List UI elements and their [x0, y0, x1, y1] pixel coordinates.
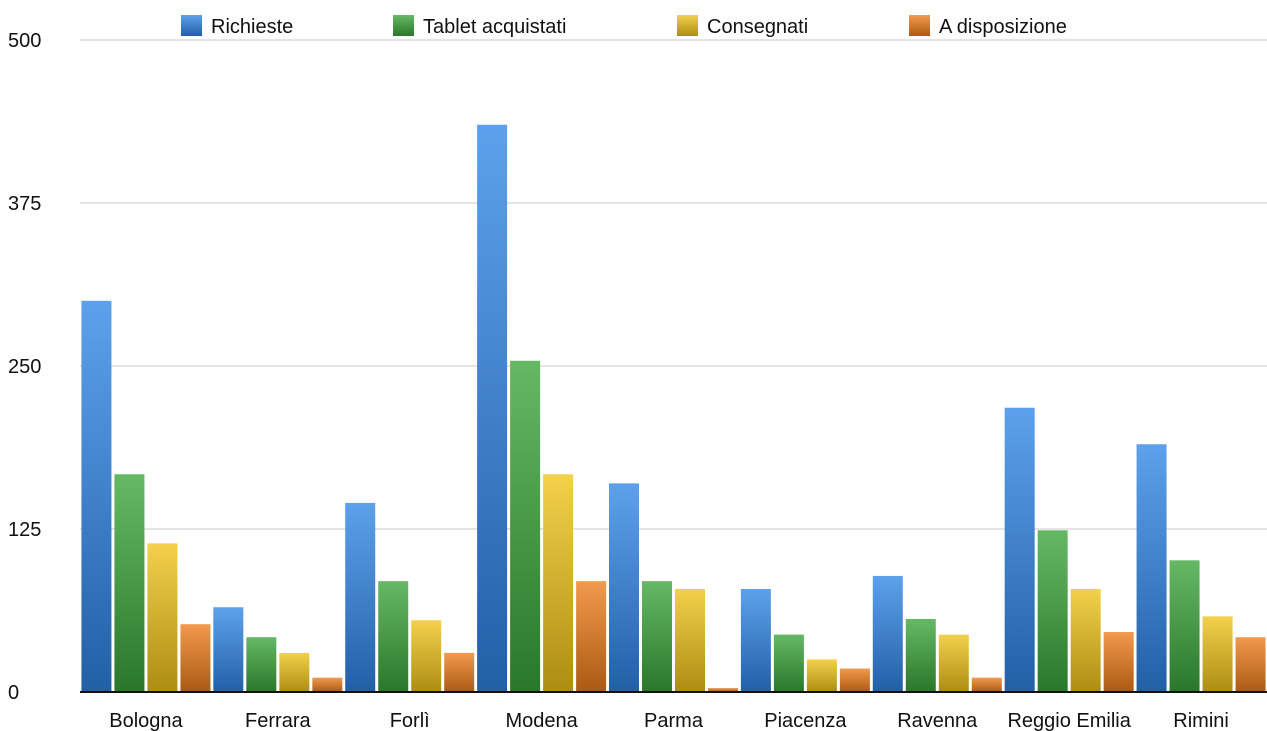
- y-tick-label: 375: [8, 193, 41, 215]
- x-category-label: Bologna: [109, 710, 183, 731]
- bar-consegnati-3: [543, 474, 574, 692]
- legend-swatch: [909, 15, 930, 36]
- bar-consegnati-6: [938, 634, 969, 692]
- bar-consegnati-4: [675, 588, 705, 692]
- bar-richieste-1: [213, 607, 244, 692]
- bar-tablet-acquistati-5: [773, 634, 804, 692]
- y-axis-ticks: 0 125 250 375 500: [8, 30, 41, 704]
- bar-a-disposizione-2: [444, 652, 475, 692]
- bar-a-disposizione-8: [1235, 637, 1266, 692]
- bar-a-disposizione-0: [180, 624, 211, 692]
- bar-a-disposizione-7: [1103, 632, 1134, 692]
- bar-consegnati-5: [806, 659, 837, 692]
- bar-tablet-acquistati-8: [1169, 560, 1200, 692]
- legend-swatch: [677, 15, 698, 36]
- bar-tablet-acquistati-7: [1037, 530, 1068, 692]
- bar-a-disposizione-4: [708, 688, 738, 692]
- bar-consegnati-2: [411, 620, 442, 692]
- legend: Richieste Tablet acquistati Consegnati A di…: [181, 15, 1067, 38]
- legend-label: Tablet acquistati: [423, 16, 566, 38]
- y-tick-label: 125: [8, 519, 41, 541]
- y-tick-label: 250: [8, 356, 41, 378]
- bar-richieste-8: [1136, 444, 1167, 692]
- x-category-label: Ravenna: [897, 710, 978, 731]
- bar-consegnati-7: [1070, 588, 1101, 692]
- bar-tablet-acquistati-1: [246, 637, 277, 692]
- bar-consegnati-8: [1202, 616, 1233, 692]
- bar-a-disposizione-3: [576, 581, 607, 692]
- y-tick-label: 0: [8, 682, 19, 704]
- bar-richieste-4: [609, 483, 639, 692]
- bar-richieste-2: [345, 502, 376, 692]
- x-category-label: Forlì: [390, 710, 430, 731]
- y-tick-label: 500: [8, 30, 41, 52]
- x-category-label: Modena: [505, 710, 578, 731]
- x-category-label: Ferrara: [245, 710, 311, 731]
- x-axis-categories: Bologna Ferrara Forlì Modena Parma Piacenza Ra…: [109, 710, 1229, 731]
- bar-a-disposizione-1: [312, 677, 343, 692]
- bar-richieste-3: [477, 124, 508, 692]
- legend-label: A disposizione: [939, 16, 1067, 38]
- bars: [81, 124, 1266, 692]
- bar-consegnati-1: [279, 652, 310, 692]
- x-category-label: Rimini: [1173, 710, 1229, 731]
- x-category-label: Reggio Emilia: [1007, 710, 1131, 731]
- legend-swatch: [181, 15, 202, 36]
- bar-richieste-7: [1004, 407, 1035, 692]
- bar-tablet-acquistati-6: [905, 618, 936, 692]
- bar-richieste-5: [740, 588, 771, 692]
- x-category-label: Parma: [644, 710, 704, 731]
- x-category-label: Piacenza: [764, 710, 847, 731]
- bar-richieste-0: [81, 300, 112, 692]
- grid-lines: [80, 39, 1267, 530]
- bar-tablet-acquistati-0: [114, 474, 145, 692]
- legend-label: Richieste: [211, 16, 293, 38]
- bar-tablet-acquistati-2: [378, 581, 409, 692]
- legend-label: Consegnati: [707, 16, 808, 38]
- bar-consegnati-0: [147, 543, 178, 692]
- bar-richieste-6: [872, 575, 903, 692]
- bar-tablet-acquistati-3: [510, 360, 541, 692]
- bar-tablet-acquistati-4: [642, 581, 672, 692]
- bar-a-disposizione-6: [971, 677, 1002, 692]
- bar-a-disposizione-5: [839, 668, 870, 692]
- legend-swatch: [393, 15, 414, 36]
